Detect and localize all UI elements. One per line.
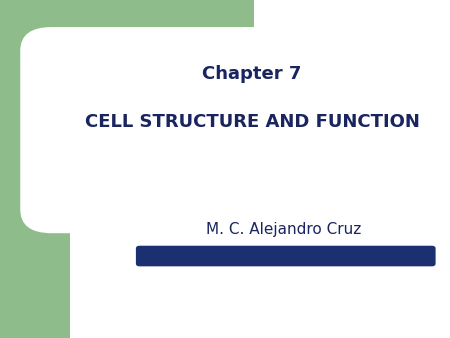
- FancyBboxPatch shape: [136, 246, 436, 266]
- FancyBboxPatch shape: [20, 27, 450, 233]
- Text: M. C. Alejandro Cruz: M. C. Alejandro Cruz: [206, 222, 361, 237]
- Text: CELL STRUCTURE AND FUNCTION: CELL STRUCTURE AND FUNCTION: [85, 113, 419, 131]
- Bar: [0, 0, 254, 49]
- Bar: [0, 0, 70, 338]
- Bar: [0, 0, 254, 210]
- Text: Chapter 7: Chapter 7: [202, 65, 302, 83]
